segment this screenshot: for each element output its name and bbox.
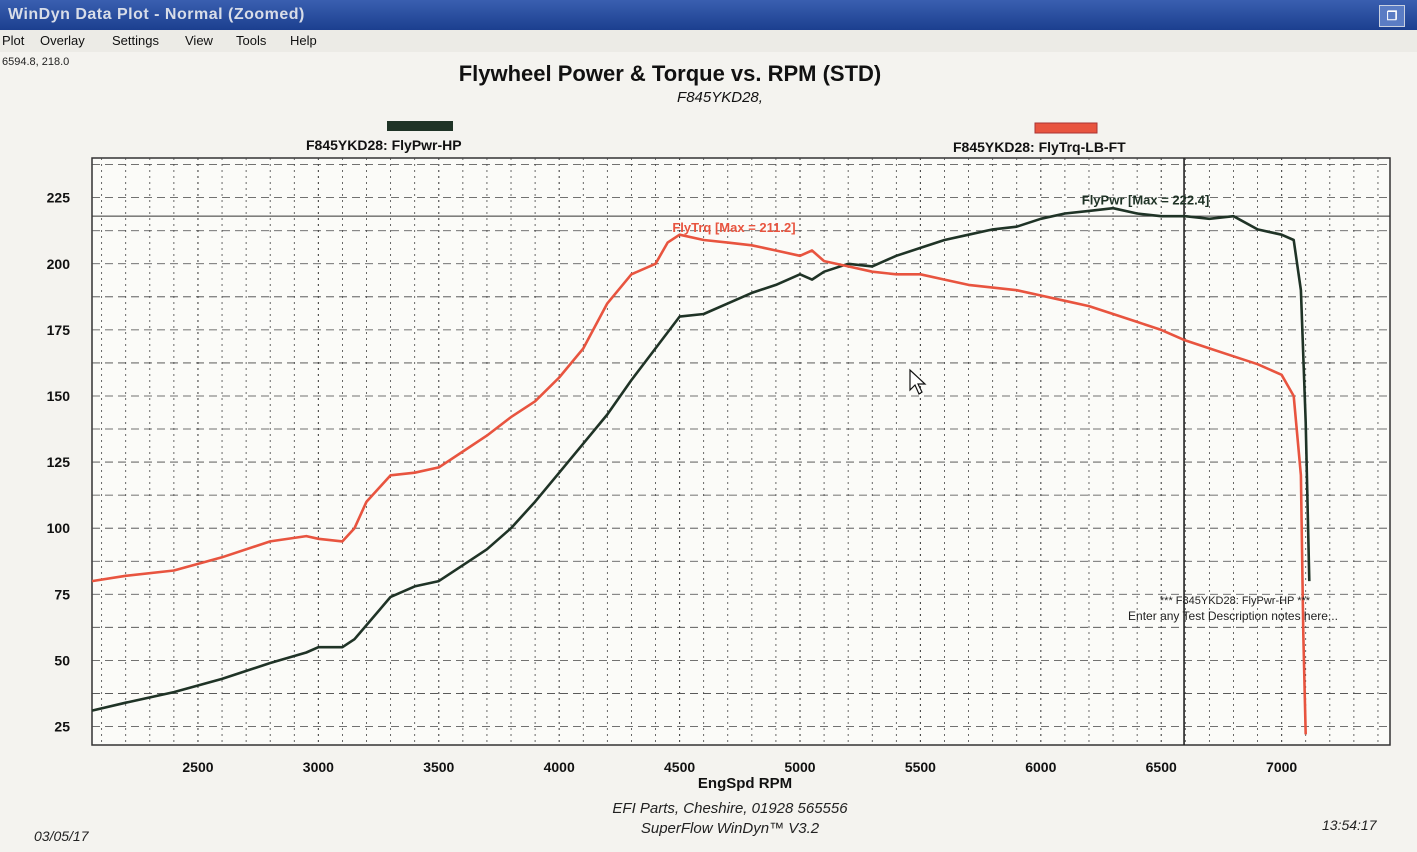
cursor-readout: 6594.8, 218.0 bbox=[2, 56, 70, 68]
menu-overlay[interactable]: Overlay bbox=[40, 33, 85, 48]
window-titlebar[interactable]: WinDyn Data Plot - Normal (Zoomed) ❐ bbox=[0, 0, 1417, 30]
restore-window-icon[interactable]: ❐ bbox=[1379, 5, 1405, 27]
footer-date: 03/05/17 bbox=[34, 828, 89, 844]
menu-tools[interactable]: Tools bbox=[236, 33, 267, 48]
menu-plot[interactable]: Plot bbox=[2, 33, 25, 48]
window-title: WinDyn Data Plot - Normal (Zoomed) bbox=[8, 6, 305, 23]
footer-software: SuperFlow WinDyn™ V3.2 bbox=[640, 820, 820, 837]
menu-help[interactable]: Help bbox=[290, 33, 317, 48]
menu-view[interactable]: View bbox=[185, 33, 213, 48]
menu-bar: Plot Overlay Settings View Tools Help bbox=[0, 30, 1417, 52]
footer-company: EFI Parts, Cheshire, 01928 565556 bbox=[612, 800, 848, 817]
footer-time: 13:54:17 bbox=[1322, 817, 1377, 833]
menu-settings[interactable]: Settings bbox=[112, 33, 159, 48]
chart-subtitle: F845YKD28, bbox=[677, 89, 763, 106]
plot-window bbox=[0, 52, 1417, 852]
chart-title: Flywheel Power & Torque vs. RPM (STD) bbox=[458, 61, 882, 86]
